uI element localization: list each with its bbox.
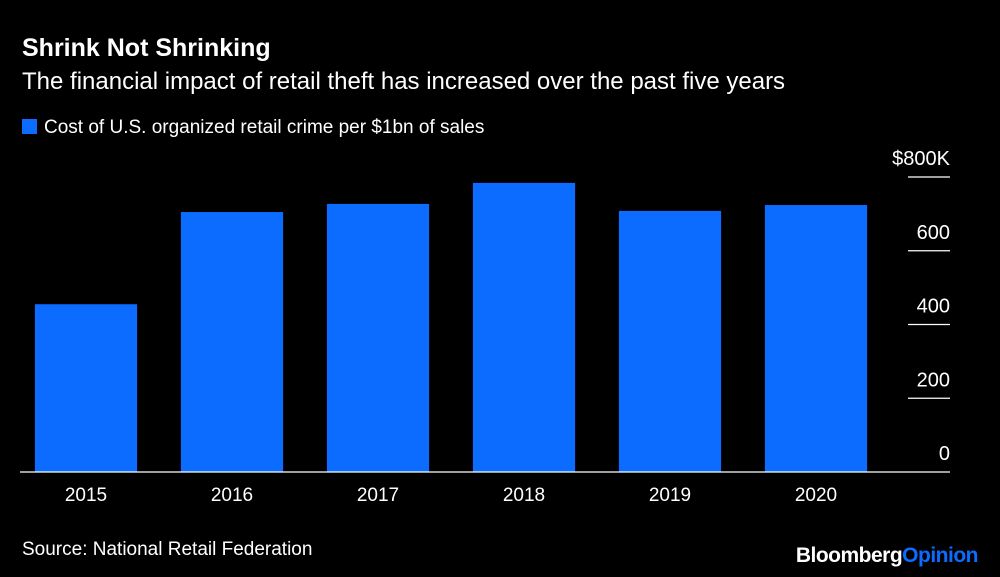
legend-swatch <box>22 119 37 134</box>
bar <box>34 304 138 472</box>
bar <box>618 210 722 473</box>
chart-subtitle: The financial impact of retail theft has… <box>22 68 785 95</box>
y-tick-label: 400 <box>917 296 950 318</box>
brand-suffix: Opinion <box>902 544 978 567</box>
bar <box>326 203 430 472</box>
x-tick-label: 2017 <box>357 485 399 506</box>
y-tick-label: 200 <box>917 369 950 391</box>
y-tick-label: 0 <box>939 443 950 465</box>
x-tick-label: 2019 <box>649 485 691 506</box>
brand-name: Bloomberg <box>796 544 902 567</box>
y-tick-label: $800K <box>892 148 950 170</box>
y-tick-label: 600 <box>917 222 950 244</box>
legend-label: Cost of U.S. organized retail crime per … <box>44 117 484 138</box>
bar <box>764 205 868 472</box>
x-tick-label: 2015 <box>65 485 107 506</box>
bar <box>472 182 576 472</box>
chart-title: Shrink Not Shrinking <box>22 34 271 62</box>
x-tick-label: 2016 <box>211 485 253 506</box>
branding: BloombergOpinion <box>796 544 978 567</box>
bar <box>180 212 284 472</box>
x-tick-label: 2020 <box>795 485 837 506</box>
source: Source: National Retail Federation <box>22 539 312 560</box>
x-tick-label: 2018 <box>503 485 545 506</box>
